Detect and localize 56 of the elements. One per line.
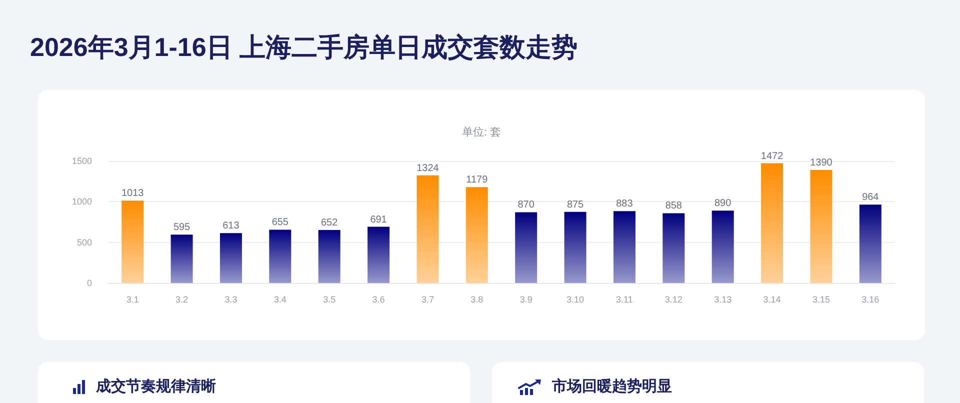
y-tick-label: 1000 (72, 196, 92, 207)
x-tick-label: 3.3 (224, 294, 238, 304)
text: 市场回暖趋势明显 (552, 377, 672, 397)
data-label: 858 (665, 200, 682, 212)
x-tick-label: 3.6 (372, 294, 385, 304)
bar (170, 234, 193, 283)
bar (712, 210, 734, 283)
text: 成交节奏规律清晰 (96, 377, 216, 397)
x-tick-label: 3.9 (520, 294, 532, 304)
data-label: 1013 (121, 188, 144, 200)
x-tick-label: 3.4 (274, 294, 286, 304)
bar (613, 211, 636, 283)
x-tick-label: 3.15 (812, 294, 830, 304)
data-label: 652 (321, 217, 338, 228)
data-label: 870 (518, 200, 535, 211)
x-tick-label: 3.2 (176, 294, 188, 304)
x-tick-label: 3.12 (664, 294, 682, 304)
x-tick-label: 3.10 (566, 294, 584, 304)
bar (810, 170, 832, 283)
data-label: 691 (370, 214, 388, 226)
chart-subtitle: 单位: 套 (462, 126, 502, 138)
bar (368, 226, 390, 283)
bar (466, 187, 488, 283)
y-tick-label: 0 (86, 278, 92, 288)
bar (761, 163, 784, 283)
bar (122, 200, 144, 283)
data-label: 655 (272, 217, 289, 228)
bar (564, 212, 586, 283)
data-label: 883 (616, 198, 634, 210)
data-label: 595 (173, 222, 191, 234)
bar (859, 204, 882, 283)
chart-title: 2026年3月1-16日 上海二手房单日成交套数走势 (30, 31, 578, 64)
x-tick-label: 3.8 (470, 294, 484, 304)
x-tick-label: 3.13 (714, 294, 732, 304)
bar (318, 230, 340, 283)
data-label: 613 (222, 220, 240, 232)
bar (515, 212, 538, 283)
bar (220, 233, 242, 283)
x-tick-label: 3.11 (616, 294, 633, 304)
data-label: 1390 (810, 157, 833, 168)
x-tick-label: 3.7 (421, 294, 434, 304)
y-tick-label: 1500 (72, 156, 92, 166)
data-label: 1324 (416, 162, 440, 174)
data-label: 875 (566, 199, 584, 210)
data-label: 964 (862, 192, 880, 204)
x-tick-label: 3.5 (323, 294, 336, 304)
data-label: 890 (714, 198, 732, 210)
data-label: 1179 (466, 174, 488, 186)
x-tick-label: 3.14 (763, 294, 781, 304)
data-label: 1472 (760, 150, 784, 162)
y-tick-label: 500 (76, 237, 92, 248)
bar (416, 175, 439, 283)
x-tick-label: 3.16 (862, 294, 880, 304)
bar (662, 213, 685, 283)
x-tick-label: 3.1 (126, 294, 139, 304)
bar (269, 230, 292, 283)
